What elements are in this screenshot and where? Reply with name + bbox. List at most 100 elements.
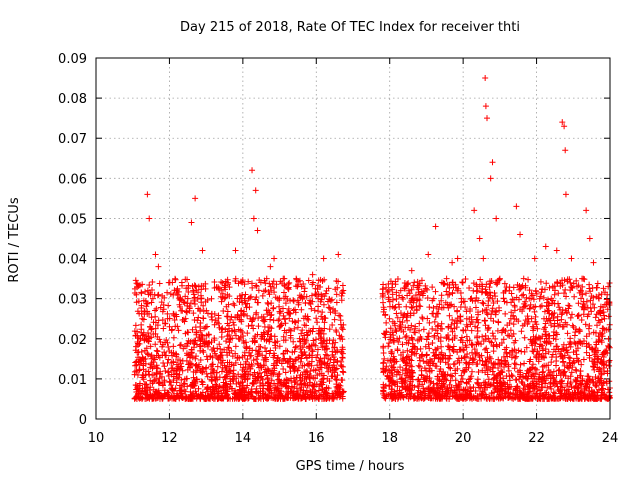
data-point [457, 313, 464, 320]
data-point [475, 380, 482, 387]
data-point [195, 283, 202, 290]
data-point [254, 331, 261, 338]
data-point [394, 347, 401, 354]
data-point [426, 384, 433, 391]
data-point [515, 347, 522, 354]
data-point [321, 319, 328, 326]
data-point [494, 388, 501, 395]
data-point [305, 316, 312, 323]
data-point [432, 363, 439, 370]
data-point [268, 332, 275, 339]
data-point [581, 395, 588, 402]
data-point [409, 369, 416, 376]
data-point [395, 394, 402, 401]
data-point [232, 389, 239, 396]
data-point [557, 283, 564, 290]
data-point [546, 317, 553, 324]
data-point [438, 292, 445, 299]
data-point [287, 327, 294, 334]
data-point [482, 346, 489, 353]
data-point [558, 378, 565, 385]
data-point [580, 356, 587, 363]
data-point [390, 332, 397, 339]
data-point [329, 322, 336, 329]
data-point [445, 324, 452, 331]
data-point [133, 386, 140, 393]
data-point [541, 308, 548, 315]
data-point [176, 366, 183, 373]
data-point [339, 290, 346, 297]
data-point [463, 321, 470, 328]
data-point [510, 284, 517, 291]
data-point [434, 373, 441, 380]
data-point [151, 377, 158, 384]
data-point [318, 378, 325, 385]
data-point [280, 381, 287, 388]
data-point [406, 368, 413, 375]
data-point [468, 341, 475, 348]
data-point [181, 318, 188, 325]
data-point [249, 167, 256, 174]
data-point [485, 376, 492, 383]
data-point [404, 317, 411, 324]
data-point [525, 367, 532, 374]
data-point [492, 335, 499, 342]
data-point [299, 362, 306, 369]
data-point [564, 364, 571, 371]
data-point [520, 304, 527, 311]
data-point [318, 364, 325, 371]
data-point [208, 363, 215, 370]
data-point [262, 280, 269, 287]
data-point [567, 287, 574, 294]
x-tick-label: 14 [235, 431, 252, 446]
data-point [246, 304, 253, 311]
data-point [558, 316, 565, 323]
data-point [557, 393, 564, 400]
data-point [170, 334, 177, 341]
data-point [584, 313, 591, 320]
data-point [466, 337, 473, 344]
data-point [557, 372, 564, 379]
data-point [168, 385, 175, 392]
data-point [284, 309, 291, 316]
data-point [184, 383, 191, 390]
data-point [402, 334, 409, 341]
data-point [332, 286, 339, 293]
data-point [399, 341, 406, 348]
data-point [172, 323, 179, 330]
data-point [522, 317, 529, 324]
data-point [606, 300, 613, 307]
data-point [270, 305, 277, 312]
data-point [398, 389, 405, 396]
data-point [380, 299, 387, 306]
data-point [511, 303, 518, 310]
data-point [566, 276, 573, 283]
data-point [490, 380, 497, 387]
data-point [513, 377, 520, 384]
data-point [250, 379, 257, 386]
data-point [138, 321, 145, 328]
data-point [175, 327, 182, 334]
data-point [242, 371, 249, 378]
data-point [431, 391, 438, 398]
data-point [431, 318, 438, 325]
data-point [502, 287, 509, 294]
data-point [193, 329, 200, 336]
data-point [540, 368, 547, 375]
data-point [471, 207, 478, 214]
data-point [266, 350, 273, 357]
data-point [482, 307, 489, 314]
data-point [522, 395, 529, 402]
data-point [419, 292, 426, 299]
data-point [449, 279, 456, 286]
data-point [476, 357, 483, 364]
data-point [183, 375, 190, 382]
data-point [537, 395, 544, 402]
data-point [299, 344, 306, 351]
data-point [507, 327, 514, 334]
data-point [413, 350, 420, 357]
x-tick-label: 18 [381, 431, 398, 446]
data-point [321, 355, 328, 362]
data-point [191, 301, 198, 308]
data-point [239, 291, 246, 298]
